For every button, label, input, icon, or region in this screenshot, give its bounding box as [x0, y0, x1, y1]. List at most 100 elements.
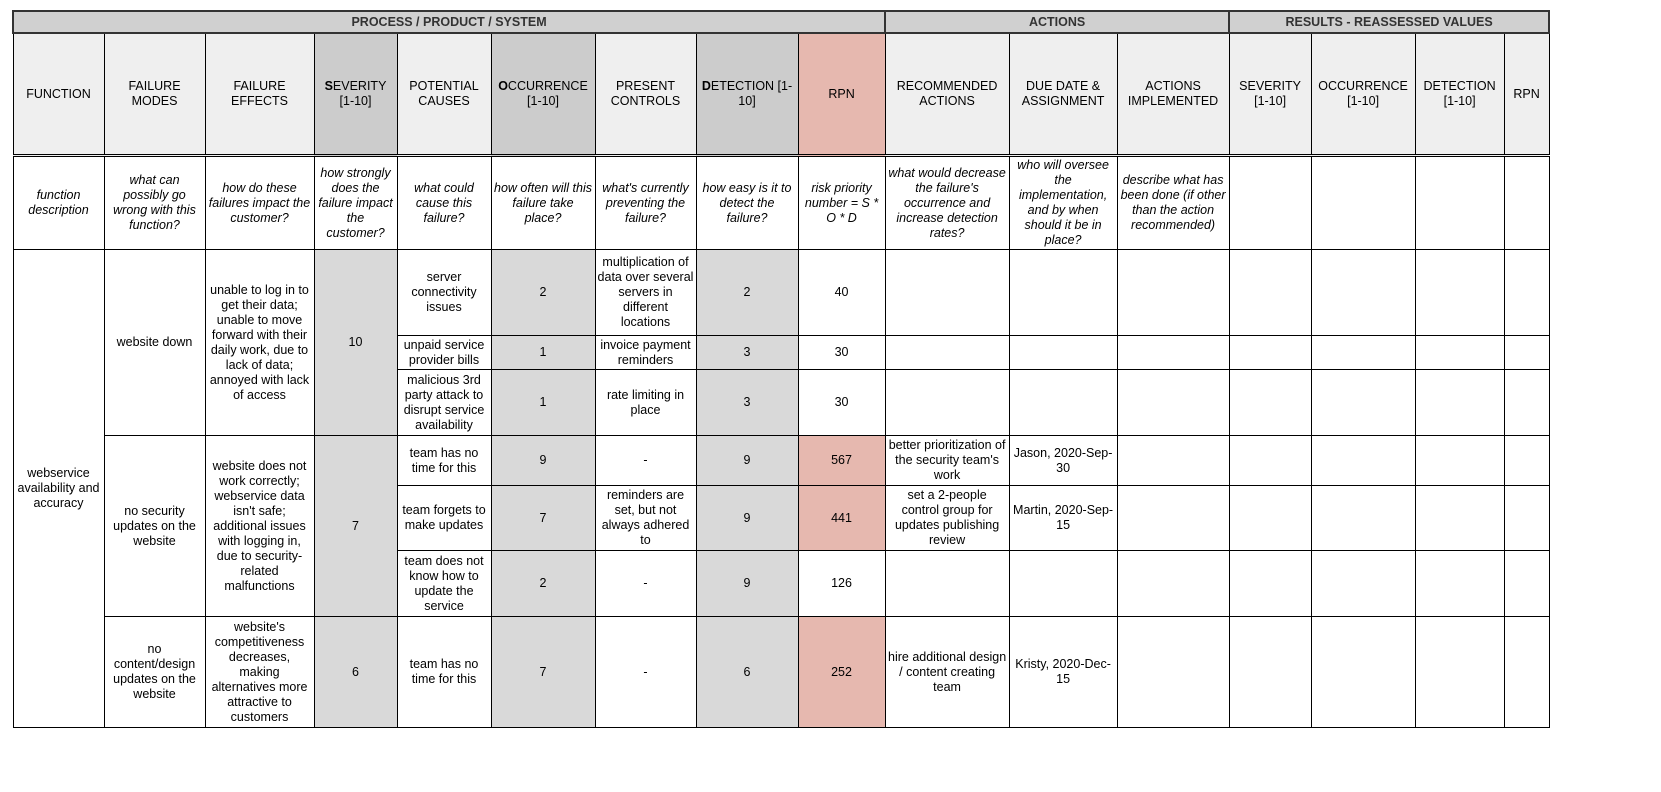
column-header-label: FAILURE EFFECTS — [231, 79, 288, 108]
column-description-occurrence: how often will this failure take place? — [490, 155, 596, 250]
table-row: team does not know how to update the ser… — [13, 550, 1550, 617]
failure-effects-cell: website does not work correctly; webserv… — [204, 435, 315, 617]
column-header-label: POTENTIAL CAUSES — [409, 79, 479, 108]
column-header-lead-letter: S — [324, 79, 333, 93]
column-description-controls: what's currently preventing the failure? — [594, 155, 697, 250]
column-header-lead-letter: O — [498, 79, 508, 93]
detection-cell: 2 — [695, 249, 799, 336]
severity-cell: 10 — [313, 249, 398, 436]
occurrence-cell: 7 — [490, 485, 596, 551]
column-description-detection: how easy is it to detect the failure? — [695, 155, 799, 250]
column-header-label: OCCURRENCE [1-10] — [1318, 79, 1408, 108]
occurrence-cell: 1 — [490, 369, 596, 436]
rpn-cell: 30 — [797, 369, 886, 436]
reassessed-r-occurrence-cell — [1310, 485, 1416, 551]
detection-cell: 9 — [695, 485, 799, 551]
actions-implemented-cell — [1116, 435, 1230, 486]
column-description-causes: what could cause this failure? — [396, 155, 492, 250]
column-header-r_occ: OCCURRENCE [1-10] — [1310, 32, 1416, 157]
reassessed-r-occurrence-cell — [1310, 369, 1416, 436]
column-header-occurrence: OCCURRENCE [1-10] — [490, 32, 596, 157]
group-header-row: PROCESS / PRODUCT / SYSTEM ACTIONS RESULTS… — [11, 10, 1551, 34]
failure-effects-cell: website's competitiveness decreases, mak… — [204, 616, 315, 728]
reassessed-r-rpn-cell — [1503, 435, 1550, 486]
reassessed-r-rpn-cell — [1503, 616, 1550, 728]
fmea-table: PROCESS / PRODUCT / SYSTEM ACTIONS RESULTS… — [11, 10, 1551, 728]
potential-cause-cell: team has no time for this — [396, 435, 492, 486]
potential-cause-cell: server connectivity issues — [396, 249, 492, 336]
reassessed-r-occurrence-cell — [1310, 435, 1416, 486]
recommended-actions-cell — [884, 335, 1010, 370]
recommended-actions-cell: set a 2-people control group for updates… — [884, 485, 1010, 551]
failure-effects-cell: unable to log in to get their data; unab… — [204, 249, 315, 436]
reassessed-r-rpn-cell — [1503, 485, 1550, 551]
column-header-function: FUNCTION — [12, 32, 105, 157]
reassessed-r-occurrence-cell — [1310, 335, 1416, 370]
column-header-modes: FAILURE MODES — [103, 32, 206, 157]
recommended-actions-cell: hire additional design / content creatin… — [884, 616, 1010, 728]
present-controls-cell: - — [594, 550, 697, 617]
column-header-lead-letter: D — [701, 79, 711, 93]
column-header-label: CCURRENCE [1-10] — [507, 79, 588, 108]
occurrence-cell: 2 — [490, 550, 596, 617]
table-row: no security updates on the website websit… — [13, 435, 1550, 617]
column-header-causes: POTENTIAL CAUSES — [396, 32, 492, 157]
present-controls-cell: - — [594, 616, 697, 728]
actions-implemented-cell — [1116, 369, 1230, 436]
reassessed-r-rpn-cell — [1503, 249, 1550, 336]
reassessed-r-detection-cell — [1414, 435, 1505, 486]
due-date-cell: Kristy, 2020-Dec-15 — [1008, 616, 1118, 728]
due-date-cell — [1008, 249, 1118, 336]
actions-implemented-cell — [1116, 616, 1230, 728]
column-header-label: RPN — [1513, 86, 1540, 101]
severity-cell: 7 — [313, 435, 398, 617]
reassessed-r-rpn-cell — [1503, 369, 1550, 436]
due-date-cell: Martin, 2020-Sep-15 — [1008, 485, 1118, 551]
severity-cell: 6 — [313, 616, 398, 728]
due-date-cell — [1008, 550, 1118, 617]
column-header-label: SEVERITY [1-10] — [1239, 79, 1301, 108]
reassessed-r-severity-cell — [1228, 485, 1312, 551]
column-header-label: RECOMMENDED ACTIONS — [896, 79, 998, 108]
reassessed-r-severity-cell — [1228, 616, 1312, 728]
occurrence-cell: 2 — [490, 249, 596, 336]
column-header-label: EVERITY [1-10] — [332, 79, 387, 108]
actions-implemented-cell — [1116, 550, 1230, 617]
column-header-label: RPN — [828, 86, 855, 101]
column-description-severity: how strongly does the failure impact the… — [313, 155, 398, 250]
group-header-1: ACTIONS — [884, 10, 1231, 34]
potential-cause-cell: team forgets to make updates — [396, 485, 492, 551]
rpn-cell: 567 — [797, 435, 886, 486]
failure-mode-cell: website down — [103, 249, 206, 436]
column-description-implemented: describe what has been done (if other th… — [1116, 155, 1230, 250]
reassessed-r-severity-cell — [1228, 369, 1312, 436]
rpn-cell: 441 — [797, 485, 886, 551]
reassessed-r-occurrence-cell — [1310, 616, 1416, 728]
column-description-modes: what can possibly go wrong with this fun… — [103, 155, 206, 250]
reassessed-r-occurrence-cell — [1310, 249, 1416, 336]
column-description-r_rpn — [1503, 155, 1550, 250]
reassessed-r-detection-cell — [1414, 335, 1505, 370]
column-header-effects: FAILURE EFFECTS — [204, 32, 315, 157]
column-header-actions: RECOMMENDED ACTIONS — [884, 32, 1010, 157]
rpn-cell: 30 — [797, 335, 886, 370]
column-header-rpn: RPN — [797, 32, 886, 157]
present-controls-cell: rate limiting in place — [594, 369, 697, 436]
reassessed-r-detection-cell — [1414, 249, 1505, 336]
reassessed-r-detection-cell — [1414, 616, 1505, 728]
reassessed-r-severity-cell — [1228, 249, 1312, 336]
table-row: no content/design updates on the website… — [13, 616, 1550, 728]
reassessed-r-severity-cell — [1228, 335, 1312, 370]
potential-cause-cell: malicious 3rd party attack to disrupt se… — [396, 369, 492, 436]
rpn-cell: 126 — [797, 550, 886, 617]
column-header-controls: PRESENT CONTROLS — [594, 32, 697, 157]
due-date-cell — [1008, 369, 1118, 436]
table-row: team forgets to make updates 7 reminders a… — [13, 485, 1550, 551]
description-row: function description what can possibly go… — [12, 155, 1550, 250]
column-header-label: PRESENT CONTROLS — [610, 79, 681, 108]
actions-implemented-cell — [1116, 335, 1230, 370]
present-controls-cell: reminders are set, but not always adhere… — [594, 485, 697, 551]
reassessed-r-severity-cell — [1228, 435, 1312, 486]
recommended-actions-cell — [884, 249, 1010, 336]
column-header-detection: DETECTION [1-10] — [695, 32, 799, 157]
